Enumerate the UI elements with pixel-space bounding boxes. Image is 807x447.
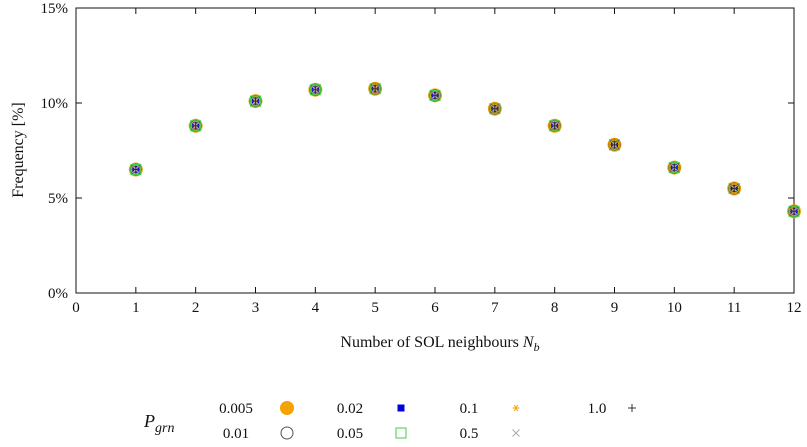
legend: Pgrn 0.005 0.01 0.02 0.05 0.1 0.5 1.0 (143, 401, 636, 442)
x-axis-title: Number of SOL neighbours Nb (340, 334, 539, 354)
data-point (251, 97, 260, 106)
x-tick-label: 3 (252, 300, 260, 316)
data-point (190, 120, 202, 132)
legend-marker (512, 429, 520, 437)
x-tick-label: 1 (132, 300, 140, 316)
x-tick-label: 6 (431, 300, 439, 316)
data-point (670, 163, 679, 172)
legend-items: 0.005 0.01 0.02 0.05 0.1 0.5 1.0 (219, 401, 636, 442)
data-point (609, 139, 620, 151)
legend-label: 0.05 (337, 426, 363, 442)
legend-marker (628, 404, 636, 412)
data-point (788, 205, 800, 217)
legend-title: Pgrn (143, 411, 174, 436)
y-axis-ticks: 0% 5% 10% 15% (41, 1, 794, 302)
x-tick-label: 11 (727, 300, 741, 316)
data-point (730, 184, 739, 193)
y-axis-title: Frequency [%] (10, 102, 27, 198)
x-tick-label: 7 (491, 300, 499, 316)
y-tick-label: 0% (48, 286, 68, 302)
legend-title-subscript: grn (155, 421, 174, 436)
legend-marker (512, 404, 520, 412)
x-axis-title-symbol: N (522, 334, 535, 351)
data-point (489, 103, 501, 115)
data-point (549, 120, 561, 132)
x-tick-label: 4 (312, 300, 320, 316)
data-point (429, 89, 441, 101)
data-point (790, 207, 798, 216)
data-point (250, 95, 261, 107)
legend-label: 1.0 (588, 401, 607, 417)
legend-label: 0.02 (337, 401, 363, 417)
x-tick-label: 12 (787, 300, 802, 316)
x-axis-ticks: 0 1 2 3 4 5 6 7 8 9 10 11 12 (72, 8, 802, 316)
legend-marker (280, 426, 294, 440)
legend-marker (280, 401, 294, 415)
data-point (668, 162, 680, 174)
data-point (371, 84, 380, 93)
legend-marker (397, 404, 405, 412)
data-points (128, 81, 801, 219)
y-tick-label: 5% (48, 191, 68, 207)
y-tick-label: 10% (41, 96, 69, 112)
legend-title-symbol: P (143, 411, 155, 431)
data-point (309, 84, 321, 96)
x-tick-label: 0 (72, 300, 80, 316)
data-point (311, 85, 320, 94)
legend-label: 0.5 (460, 426, 479, 442)
legend-marker (395, 427, 407, 439)
data-point (131, 165, 140, 174)
x-tick-label: 5 (371, 300, 379, 316)
data-point (728, 183, 740, 194)
data-point (490, 104, 499, 113)
y-tick-label: 15% (41, 1, 69, 17)
x-tick-label: 8 (551, 300, 559, 316)
x-tick-label: 9 (611, 300, 619, 316)
legend-label: 0.01 (223, 426, 249, 442)
legend-label: 0.1 (460, 401, 479, 417)
legend-label: 0.005 (219, 401, 253, 417)
data-point (550, 121, 559, 130)
x-axis-title-subscript: b (534, 340, 540, 354)
x-axis-title-text: Number of SOL neighbours (340, 334, 519, 351)
x-tick-label: 10 (667, 300, 682, 316)
data-point (369, 83, 381, 95)
data-point (610, 140, 619, 149)
data-point (191, 121, 200, 130)
plot-frame (75, 7, 795, 294)
data-point (431, 91, 439, 100)
x-tick-label: 2 (192, 300, 200, 316)
data-point (130, 164, 142, 175)
